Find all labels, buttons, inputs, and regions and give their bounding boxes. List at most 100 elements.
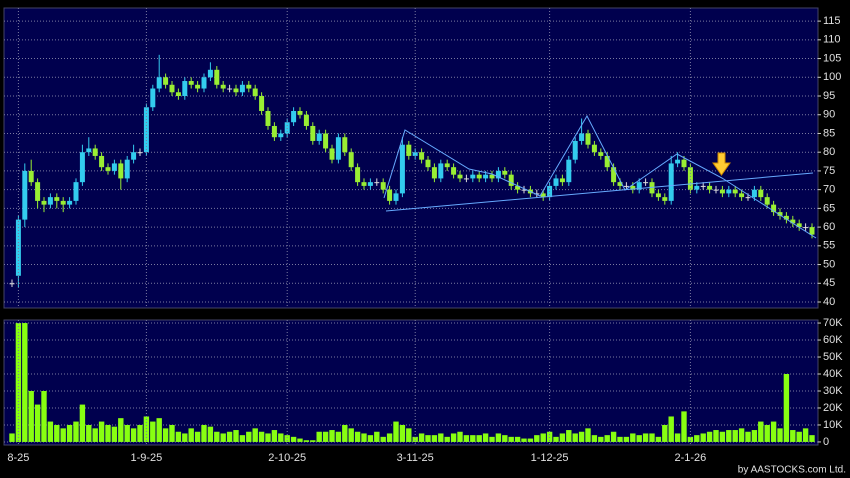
candle-body: [425, 159, 431, 168]
volume-bar: [732, 430, 738, 442]
price-panel: [3, 7, 819, 309]
y-tick-label: 115: [823, 15, 841, 27]
candle-body: [9, 283, 15, 285]
candle-body: [764, 197, 770, 205]
volume-bar: [28, 390, 34, 442]
candle-body: [476, 174, 482, 179]
candle-body: [323, 133, 329, 149]
volume-bar: [694, 435, 700, 442]
candle-body: [591, 144, 597, 153]
y-tick-label: 60K: [823, 334, 843, 346]
candle-body: [150, 88, 156, 108]
candle-body: [796, 223, 802, 228]
candle-body: [438, 163, 444, 179]
volume-bar: [137, 424, 143, 442]
volume-bar: [412, 436, 418, 442]
volume-bar: [303, 440, 310, 442]
candle-body: [195, 84, 201, 89]
volume-bar: [335, 431, 342, 442]
volume-bar: [169, 424, 175, 442]
volume-bar: [60, 428, 66, 442]
candle-body: [758, 189, 764, 198]
volume-bar: [572, 433, 578, 442]
candle-body: [41, 200, 47, 205]
volume-bar: [745, 431, 751, 442]
candle-body: [790, 219, 796, 224]
candle-body: [86, 148, 92, 153]
volume-bar: [463, 435, 470, 442]
volume-bar: [380, 436, 386, 442]
candle-body: [105, 167, 111, 171]
candle-body: [118, 163, 124, 179]
x-tick-label: 2-1-26: [675, 452, 707, 464]
volume-bar: [585, 428, 591, 442]
y-tick-label: 0: [823, 436, 829, 448]
volume-bar: [700, 433, 706, 442]
y-tick-label: 10K: [823, 419, 843, 431]
volume-bar: [668, 416, 674, 442]
candle-body: [617, 182, 623, 186]
y-tick-label: 45: [823, 277, 835, 289]
candle-body: [111, 163, 117, 171]
volume-bar: [758, 421, 764, 442]
candle-body: [252, 88, 258, 97]
volume-bar: [194, 431, 201, 442]
pattern-line: [383, 114, 817, 239]
candle-body: [297, 110, 303, 115]
volume-bar: [662, 424, 668, 442]
volume-bar: [617, 436, 623, 442]
volume-bar: [495, 433, 502, 442]
candle-body: [809, 227, 815, 235]
volume-bar: [790, 430, 796, 442]
candle-body: [694, 185, 700, 190]
candle-body: [598, 152, 604, 156]
candle-body: [175, 92, 181, 97]
volume-bar: [258, 431, 265, 442]
candle-body: [707, 185, 713, 190]
volume-bar: [54, 424, 60, 442]
candle-body: [700, 185, 706, 187]
candle-body: [28, 170, 34, 183]
trend-lines: [383, 114, 817, 239]
y-tick-label: 70K: [823, 317, 843, 329]
candle-body: [553, 178, 559, 186]
volume-bar: [278, 433, 284, 442]
volume-bar: [418, 433, 425, 442]
volume-bar: [348, 428, 354, 442]
volume-bar: [521, 438, 527, 442]
candle-body: [726, 189, 732, 194]
volume-bar: [508, 436, 514, 442]
volume-bar: [354, 431, 361, 442]
volume-bar: [34, 404, 41, 442]
candle-body: [611, 167, 617, 183]
candle-body: [643, 182, 649, 184]
candle-body: [163, 77, 169, 85]
volume-bar: [201, 424, 207, 442]
candle-body: [387, 189, 393, 201]
candle-body: [687, 167, 693, 190]
volume-bar: [623, 436, 630, 442]
volume-bar: [809, 435, 815, 442]
candle-body: [419, 152, 425, 160]
volume-bar: [233, 430, 239, 442]
watermark: by AASTOCKS.com Ltd.: [738, 465, 846, 476]
volume-bar: [566, 430, 572, 442]
candle-body: [374, 182, 380, 184]
volume-bar: [598, 436, 604, 442]
volume-bar: [246, 431, 252, 442]
candle-body: [303, 114, 309, 126]
volume-bar: [86, 424, 92, 442]
volume-bar: [706, 431, 713, 442]
candle-body: [67, 200, 73, 205]
candle-body: [335, 137, 341, 160]
volume-bar: [764, 424, 770, 442]
candle-body: [681, 159, 687, 168]
volume-bar: [476, 435, 482, 442]
y-tick-label: 65: [823, 202, 835, 214]
volume-bar: [578, 431, 585, 442]
candle-body: [227, 88, 233, 90]
volume-bar: [444, 436, 450, 442]
volume-bar: [41, 390, 47, 442]
volume-bar: [738, 428, 745, 442]
x-tick-label: 1-12-25: [531, 452, 569, 464]
